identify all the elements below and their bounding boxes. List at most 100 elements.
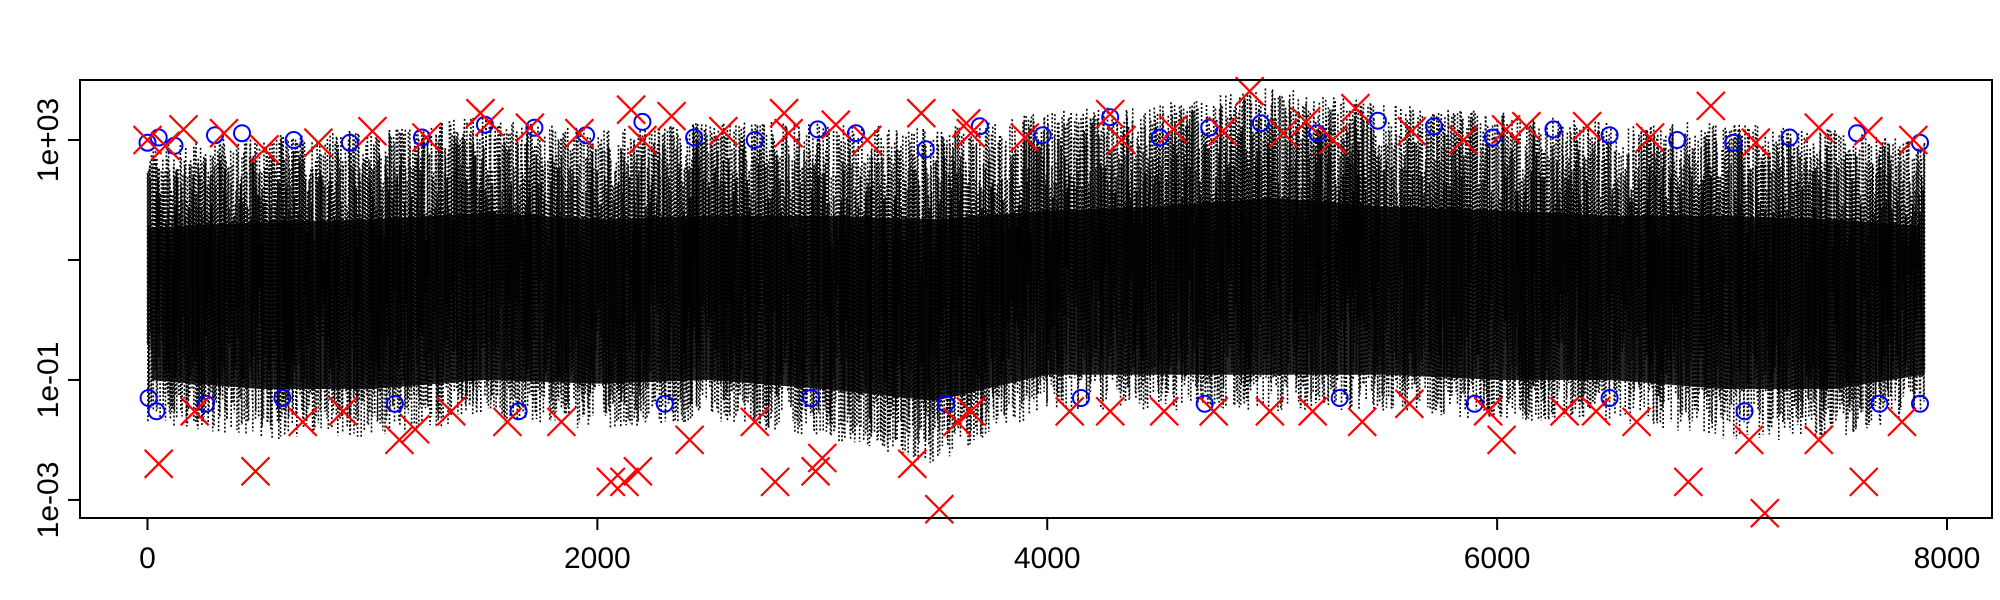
circle-point [233, 124, 251, 143]
cross-point [609, 467, 640, 497]
circle-point [1600, 389, 1619, 407]
circle-point [273, 389, 292, 407]
cross-point [656, 101, 687, 131]
cross-point [474, 107, 505, 137]
x-axis: 0 2000 4000 6000 8000 [139, 518, 1980, 575]
cross-point [1255, 396, 1285, 427]
circle-point [1330, 389, 1349, 407]
cross-point [240, 456, 271, 487]
cross-point [1297, 396, 1328, 427]
circle-point [1780, 128, 1799, 147]
cross-point [1095, 396, 1125, 427]
cross-point [1853, 116, 1884, 146]
circle-point [970, 117, 989, 136]
cross-point [708, 116, 739, 146]
circle-point [139, 389, 158, 407]
cross-point [1849, 467, 1879, 497]
cross-point [1804, 112, 1834, 143]
circle-point [525, 118, 544, 137]
x-tick-label: 2000 [564, 542, 631, 575]
cross-point [1734, 425, 1764, 455]
cross-point [1268, 118, 1299, 148]
circle-point [802, 389, 821, 407]
cross-point [303, 127, 334, 158]
circle-point [147, 402, 166, 421]
x-tick-label: 6000 [1464, 542, 1531, 575]
circle-point [1251, 114, 1270, 133]
circle-point [412, 128, 431, 147]
circle-point [745, 131, 764, 149]
cross-point [400, 414, 430, 445]
cross-point [942, 407, 973, 437]
cross-point [623, 456, 653, 487]
cross-point [773, 118, 804, 148]
circle-point [1150, 128, 1169, 147]
circle-point [1072, 389, 1090, 407]
circle-point [1724, 133, 1743, 152]
cross-point [411, 122, 442, 153]
circle-point [1735, 402, 1754, 421]
circle-point [1465, 394, 1484, 413]
circle-point [1101, 108, 1120, 127]
cross-point [1887, 407, 1917, 437]
cross-point [616, 94, 646, 125]
cross-point [897, 449, 928, 479]
cross-point [1741, 127, 1771, 158]
cross-point [132, 125, 163, 155]
cross-point [1750, 498, 1780, 528]
cross-point [1549, 396, 1580, 427]
cross-point [384, 425, 415, 455]
circle-point [1368, 111, 1387, 130]
x-tick-label: 8000 [1914, 542, 1981, 575]
circle-point [340, 133, 359, 152]
circle-point [197, 394, 215, 413]
cross-point [1106, 125, 1137, 155]
cross-point [1149, 396, 1179, 427]
cross-point [740, 407, 770, 437]
circle-point [808, 120, 827, 139]
cross-point [1473, 396, 1503, 427]
y-tick-label: 1e-01 [32, 342, 65, 419]
cross-point [1234, 76, 1265, 106]
cross-point [357, 116, 388, 146]
cross-point [150, 131, 181, 161]
cross-point [1347, 407, 1377, 437]
cross-point [596, 467, 626, 497]
cross-point [1394, 389, 1425, 419]
y-axis: 1e-03 1e-01 1e+03 [32, 98, 80, 538]
series-layer [132, 76, 1929, 528]
x-tick-label: 0 [139, 542, 156, 575]
cross-point [821, 109, 851, 140]
cross-point [951, 108, 982, 139]
circle-point [138, 133, 157, 152]
cross-point [956, 118, 986, 148]
cross-point [328, 396, 358, 427]
cross-point [1673, 467, 1704, 497]
circle-point [1870, 394, 1889, 413]
circle-point [1668, 131, 1687, 149]
circle-point [633, 112, 652, 131]
circle-point [1600, 126, 1619, 145]
cross-point [1291, 107, 1321, 137]
cross-point [492, 407, 523, 437]
cross-point [1207, 116, 1238, 146]
cross-point [249, 134, 280, 165]
circle-point [509, 402, 528, 421]
cross-point [1635, 122, 1665, 153]
circle-point [1911, 394, 1929, 413]
circle-point [385, 394, 404, 413]
cross-point [1804, 425, 1834, 455]
cross-point [287, 407, 318, 437]
cross-point [546, 407, 577, 437]
cross-point [807, 443, 838, 473]
circle-point [1483, 128, 1502, 147]
cross-point [956, 396, 986, 427]
series-1 [146, 88, 1926, 463]
series-3 [132, 76, 1929, 528]
cross-point [1621, 407, 1652, 437]
cross-point [760, 467, 790, 497]
circle-point [1195, 394, 1214, 413]
cross-point [1511, 111, 1542, 141]
cross-point [1486, 425, 1517, 455]
